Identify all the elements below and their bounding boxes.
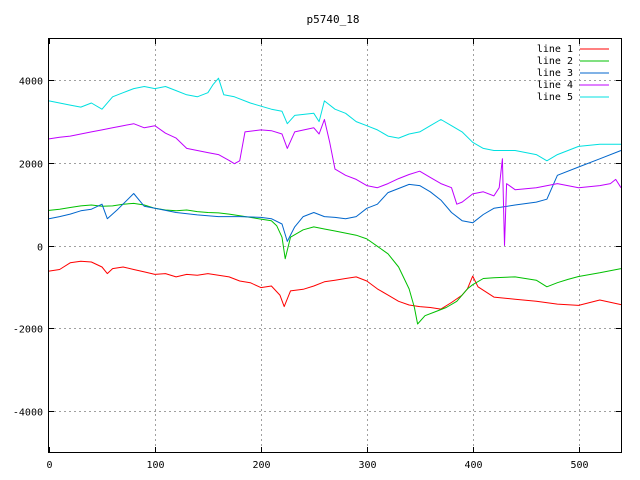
series-line-5 bbox=[48, 77, 621, 162]
series-line-2 bbox=[48, 202, 622, 325]
legend-label: line 2 bbox=[537, 56, 573, 67]
y-tick-label: -4000 bbox=[13, 408, 43, 419]
legend-label: line 4 bbox=[537, 80, 573, 91]
y-tick-label: -2000 bbox=[13, 325, 43, 336]
plot-frame bbox=[48, 38, 622, 453]
x-tick-label: 200 bbox=[252, 460, 270, 471]
legend-label: line 1 bbox=[537, 44, 573, 55]
y-tick-label: 4000 bbox=[19, 77, 43, 88]
y-tick-label: 2000 bbox=[19, 160, 43, 171]
x-tick-label: 0 bbox=[46, 460, 52, 471]
series-line-4 bbox=[48, 119, 622, 246]
grid bbox=[49, 39, 621, 452]
series-line-3 bbox=[48, 150, 622, 242]
x-tick-label: 500 bbox=[570, 460, 588, 471]
x-tick-label: 300 bbox=[358, 460, 376, 471]
y-tick-label: 0 bbox=[37, 243, 43, 254]
legend-label: line 5 bbox=[537, 92, 573, 103]
x-tick-label: 400 bbox=[464, 460, 482, 471]
series-lines bbox=[48, 77, 622, 325]
x-tick-label: 100 bbox=[146, 460, 164, 471]
chart-title: p5740_18 bbox=[307, 13, 360, 26]
axis-ticks: 0 100 200 300 400 500 -4000 -2000 0 2000 4000 bbox=[13, 39, 621, 471]
series-line-1 bbox=[48, 260, 622, 310]
legend-label: line 3 bbox=[537, 68, 573, 79]
